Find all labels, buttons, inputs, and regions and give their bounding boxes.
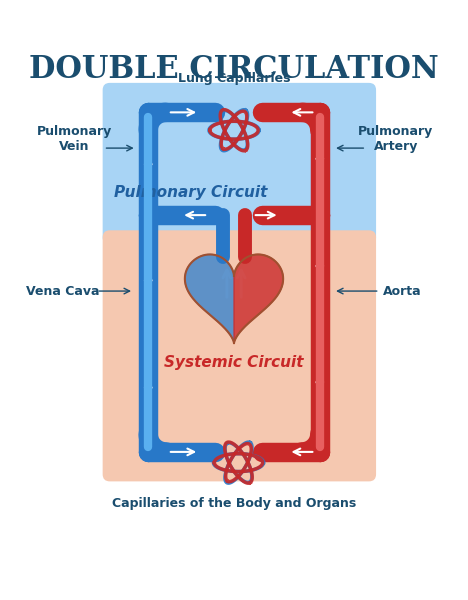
FancyBboxPatch shape [102, 230, 376, 481]
Polygon shape [234, 254, 283, 343]
Polygon shape [185, 254, 234, 343]
Text: Capillaries of the Body and Organs: Capillaries of the Body and Organs [112, 497, 356, 510]
Text: Vena Cava: Vena Cava [26, 284, 99, 298]
Text: DOUBLE CIRCULATION: DOUBLE CIRCULATION [29, 54, 439, 85]
Polygon shape [185, 254, 283, 343]
Text: Systemic Circuit: Systemic Circuit [164, 355, 304, 370]
Text: Pulmonary Circuit: Pulmonary Circuit [114, 185, 267, 200]
Text: Pulmonary
Artery: Pulmonary Artery [358, 125, 433, 153]
Text: Pulmonary
Vein: Pulmonary Vein [37, 125, 112, 153]
FancyBboxPatch shape [102, 83, 376, 245]
Text: Lung Capillaries: Lung Capillaries [178, 72, 290, 85]
Text: Aorta: Aorta [383, 284, 421, 298]
